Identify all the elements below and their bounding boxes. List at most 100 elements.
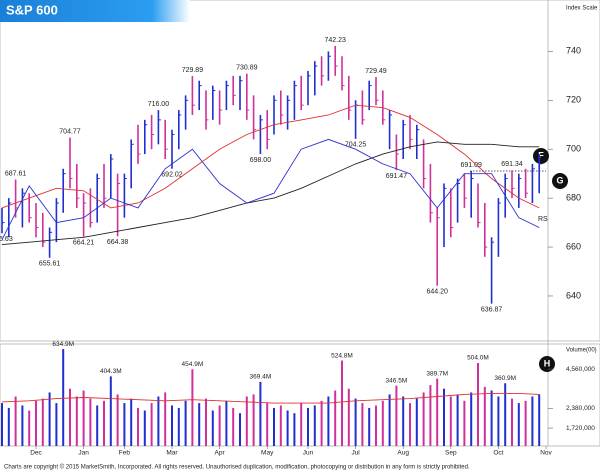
- price-panel: [0, 0, 600, 342]
- volume-bar: [252, 394, 255, 446]
- volume-bar: [449, 396, 452, 446]
- volume-bar: [198, 403, 201, 446]
- line-series: [1, 141, 540, 246]
- volume-bar: [341, 360, 343, 446]
- volume-bar: [300, 403, 303, 446]
- volume-bar: [511, 398, 513, 446]
- low-label: 692.02: [161, 172, 183, 179]
- x-tick-label: Aug: [397, 450, 409, 457]
- volume-bar: [388, 394, 391, 446]
- volume-bar: [456, 394, 459, 446]
- high-label: 687.61: [5, 170, 27, 177]
- x-tick-label: Jan: [78, 450, 89, 457]
- x-tick-label: Mar: [166, 450, 178, 457]
- volume-bar: [347, 388, 350, 446]
- low-label: 704.25: [345, 142, 367, 149]
- volume-bar: [286, 410, 289, 446]
- volume-label: 504.0M: [467, 355, 489, 362]
- low-label: 655.61: [39, 261, 61, 268]
- x-tick-label: May: [261, 450, 274, 457]
- x-tick-label: Dec: [30, 450, 42, 457]
- volume-label: 369.4M: [250, 374, 272, 381]
- volume-bar: [123, 403, 126, 446]
- volume-bar: [422, 392, 425, 446]
- volume-bar: [225, 400, 228, 446]
- y-tick-label: 720: [566, 95, 581, 105]
- volume-bar: [524, 400, 527, 446]
- x-tick-label: Feb: [119, 450, 131, 457]
- x-tick-label: Oct: [493, 450, 503, 457]
- x-tick-label: Jul: [351, 450, 360, 457]
- volume-bar: [320, 400, 323, 446]
- rs-label: RS: [538, 216, 548, 223]
- volume-bar: [62, 349, 65, 446]
- high-label: 742.23: [324, 37, 346, 44]
- volume-bar: [164, 392, 167, 446]
- volume-bar: [109, 376, 112, 446]
- volume-bar: [103, 400, 105, 446]
- chart-title: S&P 600: [6, 2, 58, 17]
- volume-bar: [375, 405, 377, 446]
- volume-bar: [443, 388, 445, 446]
- x-tick-label: Jun: [303, 450, 314, 457]
- x-tick-label: Apr: [215, 450, 226, 457]
- volume-bar: [368, 407, 371, 446]
- volume-bar: [477, 363, 479, 446]
- volume-bar: [130, 398, 133, 446]
- marker-label: G: [556, 175, 563, 185]
- volume-bar: [538, 394, 541, 446]
- marker-label: F: [538, 150, 544, 160]
- volume-label: 524.8M: [331, 352, 353, 359]
- volume-bar: [245, 396, 248, 446]
- volume-bar: [35, 400, 37, 446]
- volume-label: 360.9M: [494, 375, 516, 382]
- volume-bar: [7, 407, 10, 446]
- line-series: [1, 104, 540, 209]
- volume-bar: [273, 407, 275, 446]
- volume-bar: [232, 407, 235, 446]
- volume-label: Volume(00): [566, 348, 597, 354]
- volume-bar: [504, 383, 507, 446]
- volume-bar: [28, 410, 31, 446]
- volume-bar: [354, 398, 357, 446]
- volume-bar: [293, 413, 296, 446]
- high-label: 704.77: [59, 128, 81, 135]
- volume-bar: [89, 398, 92, 446]
- volume-bar: [395, 385, 398, 446]
- volume-bar: [177, 407, 180, 446]
- volume-bar: [143, 410, 146, 446]
- volume-bar: [14, 396, 17, 446]
- title-banner: [0, 0, 190, 22]
- line-series: [1, 138, 540, 240]
- volume-bar: [279, 405, 282, 446]
- line-series: [1, 392, 540, 404]
- volume-bar: [531, 396, 534, 446]
- volume-bar: [75, 396, 78, 446]
- marker: [533, 148, 549, 164]
- marker-label: H: [544, 358, 551, 368]
- volume-bar: [361, 403, 364, 446]
- low-label: 644.20: [426, 289, 448, 296]
- volume-label: 404.3M: [100, 368, 122, 375]
- volume-bar: [402, 396, 405, 446]
- volume-bar: [266, 403, 269, 446]
- volume-bar: [55, 403, 58, 446]
- marker: [552, 173, 568, 189]
- footer: Charts are copyright © 2015 MarketSmith,…: [4, 464, 470, 471]
- volume-bar: [21, 405, 24, 446]
- high-label: 729.89: [182, 67, 204, 74]
- volume-bar: [497, 396, 500, 446]
- y-tick-label: 740: [566, 46, 581, 56]
- volume-bar: [69, 388, 71, 446]
- volume-bar: [82, 390, 85, 446]
- volume-bar: [463, 400, 466, 446]
- volume-bar: [313, 405, 316, 446]
- high-label: 691.34: [501, 161, 523, 168]
- marker: [539, 356, 555, 372]
- volume-bar: [239, 413, 241, 446]
- volume-bar: [211, 410, 214, 446]
- volume-label: 389.7M: [426, 370, 448, 377]
- axis-label: Index Scale: [566, 6, 598, 12]
- high-label: 730.89: [236, 64, 258, 71]
